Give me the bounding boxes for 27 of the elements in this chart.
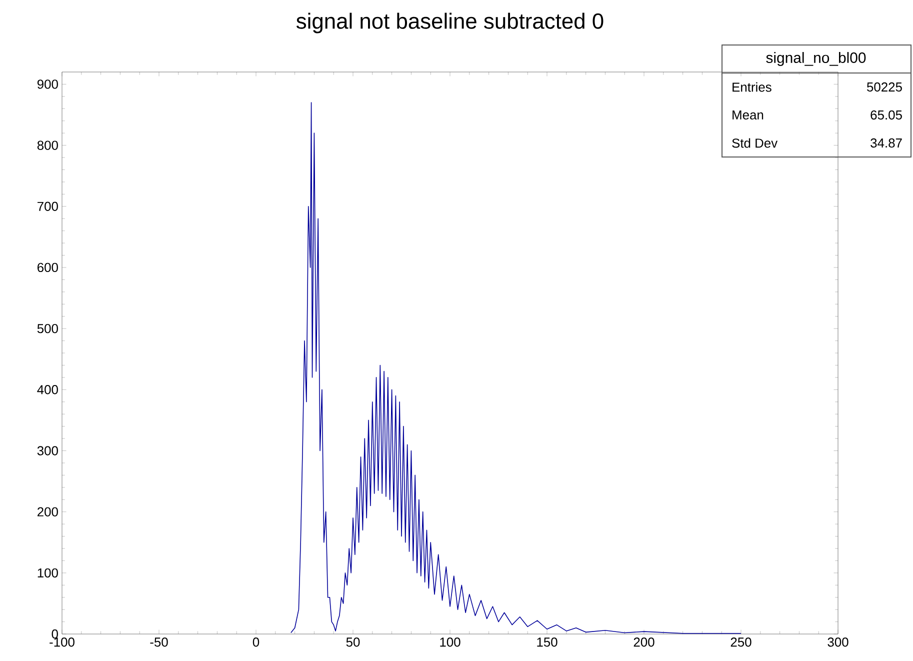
- annotation: Mean: [732, 110, 764, 120]
- x-tick-label: 150: [537, 638, 558, 647]
- text: 65.05: [870, 110, 902, 120]
- x-tick-label: -50: [150, 638, 168, 647]
- x-tick-label: 250: [730, 638, 752, 647]
- y-tick-label: 600: [38, 262, 58, 272]
- x-tick-label: 100: [440, 638, 460, 647]
- y-tick-label: 500: [37, 324, 58, 334]
- text: 50225: [866, 82, 902, 92]
- y-tick-label: 300: [37, 446, 58, 456]
- chart-title: signal not baseline subtracted 0: [296, 12, 604, 34]
- x-tick-label: 200: [634, 638, 654, 647]
- y-tick-label: 100: [38, 568, 58, 578]
- x-tick-label: 0: [252, 638, 260, 647]
- y-tick-label: 800: [37, 140, 58, 150]
- x-tick-label: 50: [346, 638, 360, 647]
- text: signal_no_bl00: [766, 52, 866, 66]
- y-tick-label: 400: [37, 385, 58, 394]
- y-tick-label: 200: [38, 507, 58, 516]
- text: 34.87: [870, 138, 902, 148]
- y-tick-label: 0: [52, 629, 58, 639]
- x-tick-label: -100: [50, 638, 74, 647]
- y-tick-label: 700: [38, 202, 58, 211]
- y-tick-label: 900: [37, 80, 58, 89]
- x-tick-label: 300: [828, 638, 848, 647]
- annotation: Entries: [732, 82, 772, 92]
- annotation: Std Dev: [732, 138, 778, 148]
